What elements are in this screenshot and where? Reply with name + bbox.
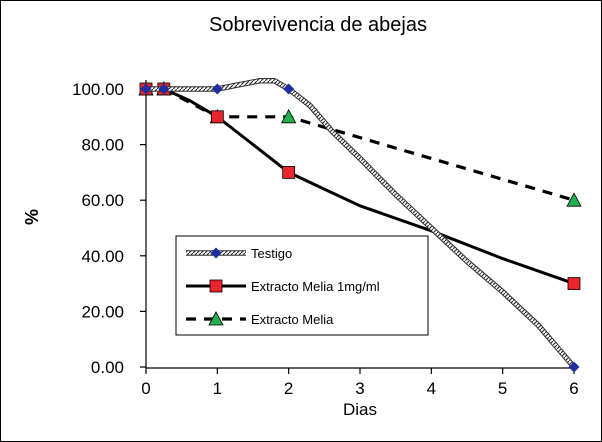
x-tick-label: 5 bbox=[498, 379, 507, 398]
legend-item: Extracto Melia bbox=[186, 311, 334, 327]
x-tick-label: 1 bbox=[213, 379, 222, 398]
series-marker-diamond bbox=[568, 361, 580, 373]
x-tick-label: 4 bbox=[427, 379, 436, 398]
series-2 bbox=[138, 81, 582, 207]
series-marker-square bbox=[282, 165, 296, 179]
series-marker-diamond bbox=[211, 83, 223, 95]
x-tick-label: 6 bbox=[569, 379, 578, 398]
x-tick-label: 3 bbox=[355, 379, 364, 398]
x-ticks: 0 1 2 3 4 5 6 bbox=[141, 368, 579, 398]
series-marker-square bbox=[567, 277, 581, 291]
x-tick-label: 0 bbox=[141, 379, 150, 398]
series-marker-diamond bbox=[158, 83, 170, 95]
legend-label: Extracto Melia bbox=[251, 312, 334, 327]
series-marker-diamond bbox=[210, 247, 222, 259]
legend-item: Testigo bbox=[186, 246, 292, 261]
y-tick-label: 0.00 bbox=[91, 358, 124, 377]
series-marker-diamond bbox=[283, 83, 295, 95]
series-0 bbox=[140, 77, 580, 373]
x-tick-label: 2 bbox=[284, 379, 293, 398]
y-tick-label: 40.00 bbox=[81, 247, 124, 266]
chart-title: Sobrevivencia de abejas bbox=[209, 14, 427, 36]
y-axis-label: % bbox=[22, 209, 42, 225]
y-tick-label: 20.00 bbox=[81, 302, 124, 321]
x-axis-label: Dias bbox=[343, 400, 377, 419]
y-ticks: 0.00 20.00 40.00 60.00 80.00 100.00 bbox=[72, 80, 146, 377]
legend: Testigo Extracto Melia 1mg/ml Extracto Mel… bbox=[175, 235, 429, 336]
y-tick-label: 60.00 bbox=[81, 191, 124, 210]
series-marker-square bbox=[210, 110, 224, 124]
series-line bbox=[146, 87, 575, 202]
y-tick-label: 80.00 bbox=[81, 136, 124, 155]
legend-item: Extracto Melia 1mg/ml bbox=[186, 279, 380, 294]
series-group bbox=[138, 77, 582, 373]
legend-label: Extracto Melia 1mg/ml bbox=[251, 279, 380, 294]
series-line bbox=[146, 78, 576, 369]
series-marker-square bbox=[209, 279, 223, 293]
legend-label: Testigo bbox=[251, 246, 292, 261]
series-marker-diamond bbox=[140, 83, 152, 95]
series-marker-triangle bbox=[208, 311, 224, 326]
series-marker-triangle bbox=[280, 108, 297, 124]
y-tick-label: 100.00 bbox=[72, 80, 124, 99]
series-marker-triangle bbox=[566, 192, 582, 207]
